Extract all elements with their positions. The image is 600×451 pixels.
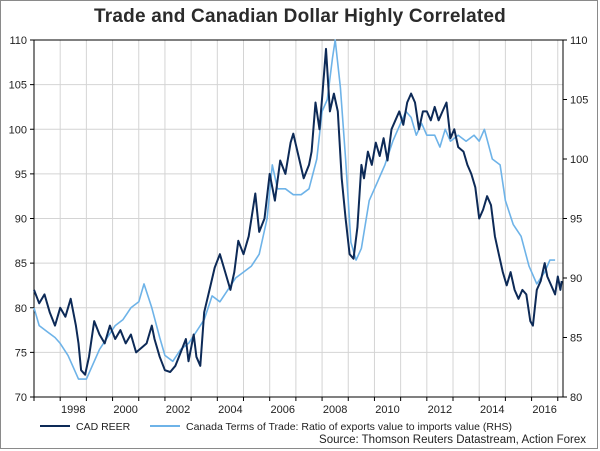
tick-label-right: 95 <box>570 214 582 226</box>
tick-label-x: 2012 <box>428 404 452 416</box>
tick-label-left: 105 <box>9 80 27 92</box>
tick-label-right: 110 <box>570 35 588 47</box>
tick-label-left: 75 <box>15 347 27 359</box>
legend-label-cad-reer: CAD REER <box>76 421 131 433</box>
tick-label-x: 2008 <box>323 404 347 416</box>
tick-label-left: 70 <box>15 392 27 404</box>
tick-label-left: 95 <box>15 169 27 181</box>
series-lines <box>33 39 563 380</box>
series-line-terms-of-trade <box>33 39 556 380</box>
legend-label-terms-of-trade: Canada Terms of Trade: Ratio of exports … <box>186 421 513 433</box>
tick-label-x: 2000 <box>113 404 137 416</box>
legend-item-cad-reer: CAD REER <box>40 421 130 433</box>
tick-label-x: 2004 <box>218 404 242 416</box>
tick-label-x: 1998 <box>61 404 85 416</box>
axes: 70 75 80 85 90 95 100 105 110 80 85 90 95 100 105 110 19… <box>9 35 589 416</box>
tick-label-x: 2016 <box>532 404 556 416</box>
tick-label-left: 110 <box>9 35 27 47</box>
legend-swatch-cad-reer <box>40 425 70 428</box>
tick-label-right: 80 <box>570 392 582 404</box>
tick-label-x: 2010 <box>375 404 399 416</box>
tick-label-left: 85 <box>15 258 27 270</box>
tick-label-right: 105 <box>570 95 588 107</box>
source-note: Source: Thomson Reuters Datastream, Acti… <box>319 434 586 446</box>
tick-label-right: 90 <box>570 273 582 285</box>
tick-label-x: 2002 <box>166 404 190 416</box>
tick-label-x: 2014 <box>480 404 504 416</box>
tick-label-right: 85 <box>570 333 582 345</box>
series-line-cad-reer <box>33 47 563 376</box>
legend-swatch-terms-of-trade <box>150 425 180 428</box>
tick-label-right: 100 <box>570 154 588 166</box>
gridlines <box>33 40 563 397</box>
tick-label-x: 2006 <box>271 404 295 416</box>
legend-item-terms-of-trade: Canada Terms of Trade: Ratio of exports … <box>150 421 512 433</box>
chart-title: Trade and Canadian Dollar Highly Correla… <box>94 6 506 27</box>
tick-label-left: 90 <box>15 214 27 226</box>
tick-label-left: 80 <box>15 303 27 315</box>
tick-label-left: 100 <box>9 124 27 136</box>
